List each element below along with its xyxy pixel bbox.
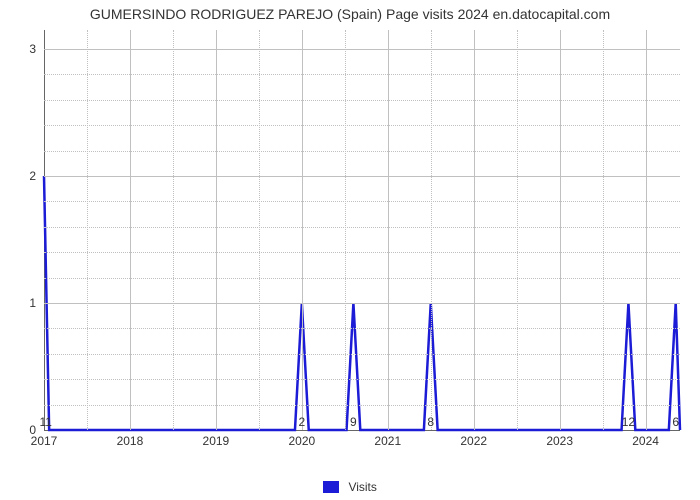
plot-area: 0123201720182019202020212022202320241129…	[44, 30, 680, 431]
grid-major-v	[216, 30, 217, 430]
grid-minor-v	[603, 30, 604, 430]
grid-minor-h	[44, 354, 680, 355]
grid-minor-h	[44, 278, 680, 279]
grid-major-v	[560, 30, 561, 430]
line-series-visits	[44, 30, 680, 430]
y-tick-label: 2	[29, 169, 44, 183]
grid-minor-v	[431, 30, 432, 430]
y-tick-label: 1	[29, 296, 44, 310]
legend-swatch	[323, 481, 339, 493]
grid-minor-h	[44, 252, 680, 253]
x-tick-label: 2021	[374, 430, 401, 448]
grid-major-v	[388, 30, 389, 430]
grid-minor-h	[44, 405, 680, 406]
grid-major-v	[474, 30, 475, 430]
secondary-x-label: 11	[39, 415, 51, 429]
x-tick-label: 2018	[117, 430, 144, 448]
grid-minor-v	[259, 30, 260, 430]
grid-minor-h	[44, 379, 680, 380]
secondary-x-label: 2	[298, 415, 305, 429]
grid-major-v	[130, 30, 131, 430]
x-tick-label: 2020	[288, 430, 315, 448]
x-tick-label: 2017	[31, 430, 58, 448]
secondary-x-label: 8	[427, 415, 434, 429]
x-tick-label: 2019	[203, 430, 230, 448]
grid-minor-h	[44, 328, 680, 329]
grid-minor-v	[87, 30, 88, 430]
grid-minor-h	[44, 125, 680, 126]
grid-minor-v	[517, 30, 518, 430]
grid-minor-h	[44, 100, 680, 101]
grid-major-v	[646, 30, 647, 430]
grid-major-h	[44, 176, 680, 177]
x-tick-label: 2022	[460, 430, 487, 448]
x-tick-label: 2023	[546, 430, 573, 448]
grid-major-v	[302, 30, 303, 430]
grid-minor-v	[173, 30, 174, 430]
grid-minor-h	[44, 151, 680, 152]
chart-title: GUMERSINDO RODRIGUEZ PAREJO (Spain) Page…	[0, 6, 700, 22]
grid-minor-v	[345, 30, 346, 430]
secondary-x-label: 9	[350, 415, 357, 429]
grid-major-h	[44, 303, 680, 304]
grid-major-h	[44, 49, 680, 50]
legend-label: Visits	[348, 480, 376, 494]
secondary-x-label: 6	[672, 415, 679, 429]
grid-minor-h	[44, 201, 680, 202]
x-tick-label: 2024	[632, 430, 659, 448]
grid-minor-h	[44, 74, 680, 75]
y-tick-label: 3	[29, 42, 44, 56]
secondary-x-label: 12	[622, 415, 635, 429]
legend: Visits	[0, 479, 700, 494]
grid-minor-h	[44, 227, 680, 228]
